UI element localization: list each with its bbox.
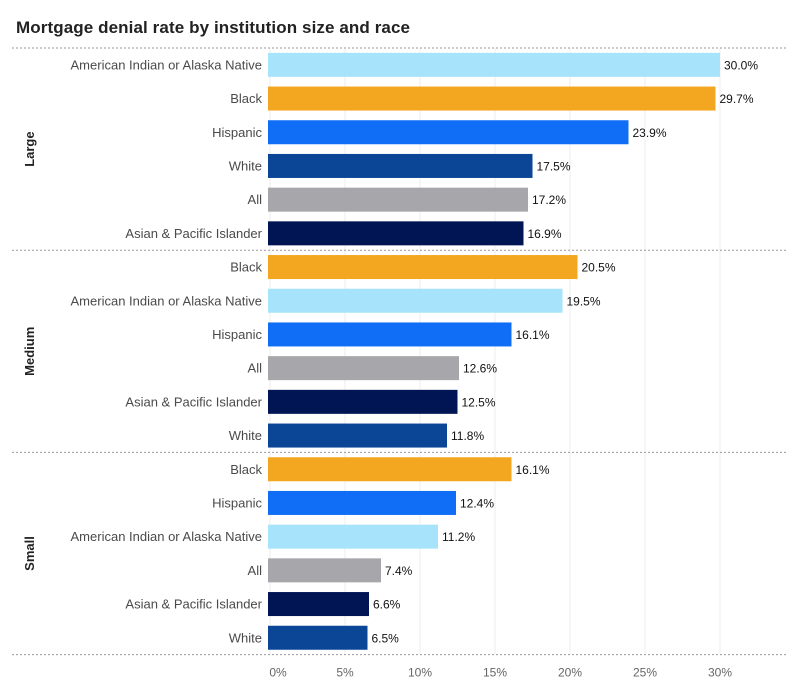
data-label: 11.8% bbox=[451, 429, 484, 443]
data-label: 23.9% bbox=[633, 126, 667, 140]
x-tick-label: 30% bbox=[708, 666, 732, 680]
bar bbox=[268, 457, 512, 482]
category-label: All bbox=[248, 192, 263, 207]
bar bbox=[268, 625, 368, 650]
bar bbox=[268, 86, 716, 111]
category-label: Black bbox=[230, 260, 262, 275]
bar bbox=[268, 524, 438, 549]
bar bbox=[268, 52, 720, 77]
category-label: Black bbox=[230, 462, 262, 477]
bar bbox=[268, 221, 524, 246]
category-label: Hispanic bbox=[212, 495, 262, 510]
data-label: 12.6% bbox=[463, 362, 497, 376]
data-label: 6.5% bbox=[372, 631, 400, 645]
bar bbox=[268, 389, 458, 414]
bar bbox=[268, 490, 456, 515]
x-tick-label: 10% bbox=[408, 666, 432, 680]
bar bbox=[268, 288, 563, 313]
data-label: 29.7% bbox=[720, 92, 754, 106]
bar bbox=[268, 356, 459, 381]
category-label: All bbox=[248, 563, 263, 578]
category-label: Asian & Pacific Islander bbox=[125, 597, 262, 612]
category-label: Asian & Pacific Islander bbox=[125, 226, 262, 241]
x-tick-label: 0% bbox=[269, 666, 287, 680]
group-label-medium: Medium bbox=[22, 327, 37, 376]
category-label: American Indian or Alaska Native bbox=[71, 57, 262, 72]
x-tick-label: 25% bbox=[633, 666, 657, 680]
category-label: Black bbox=[230, 91, 262, 106]
data-label: 16.9% bbox=[528, 227, 562, 241]
data-label: 12.5% bbox=[462, 395, 496, 409]
group-label-large: Large bbox=[22, 131, 37, 166]
bar bbox=[268, 423, 447, 448]
data-label: 12.4% bbox=[460, 496, 494, 510]
category-label: Hispanic bbox=[212, 125, 262, 140]
bar bbox=[268, 558, 381, 583]
x-tick-label: 5% bbox=[336, 666, 354, 680]
data-label: 6.6% bbox=[373, 598, 401, 612]
data-label: 17.5% bbox=[537, 159, 571, 173]
data-label: 16.1% bbox=[516, 328, 550, 342]
data-label: 30.0% bbox=[724, 58, 758, 72]
bar bbox=[268, 592, 369, 617]
category-label: Asian & Pacific Islander bbox=[125, 394, 262, 409]
group-label-small: Small bbox=[22, 536, 37, 571]
x-tick-label: 20% bbox=[558, 666, 582, 680]
data-label: 17.2% bbox=[532, 193, 566, 207]
data-label: 19.5% bbox=[567, 294, 601, 308]
category-label: White bbox=[229, 428, 262, 443]
bar bbox=[268, 255, 578, 280]
bar bbox=[268, 187, 528, 212]
data-label: 16.1% bbox=[516, 463, 550, 477]
x-tick-label: 15% bbox=[483, 666, 507, 680]
category-label: Hispanic bbox=[212, 327, 262, 342]
chart-title: Mortgage denial rate by institution size… bbox=[16, 18, 411, 37]
bar bbox=[268, 322, 512, 347]
category-label: White bbox=[229, 630, 262, 645]
bar bbox=[268, 153, 533, 178]
category-label: White bbox=[229, 158, 262, 173]
data-label: 20.5% bbox=[582, 261, 616, 275]
bar bbox=[268, 120, 629, 145]
category-label: All bbox=[248, 361, 263, 376]
data-label: 7.4% bbox=[385, 564, 413, 578]
category-label: American Indian or Alaska Native bbox=[71, 529, 262, 544]
data-label: 11.2% bbox=[442, 530, 475, 544]
category-label: American Indian or Alaska Native bbox=[71, 293, 262, 308]
